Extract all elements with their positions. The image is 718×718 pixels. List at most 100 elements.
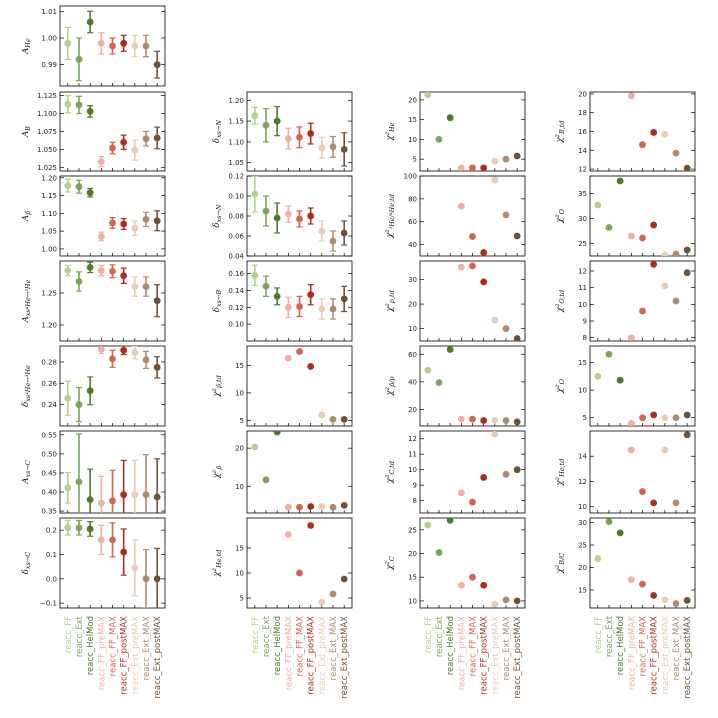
panel-frame xyxy=(589,345,696,427)
data-point xyxy=(153,134,161,142)
data-point xyxy=(469,262,476,270)
data-point xyxy=(340,415,348,423)
category-label: reacc_Ext_MAX xyxy=(672,616,682,680)
panel-frame xyxy=(589,91,696,172)
category-label: reacc_FF_MAX xyxy=(639,616,649,677)
category-label: reacc_Ext_MAX xyxy=(142,616,152,680)
data-point xyxy=(142,575,150,583)
data-point xyxy=(639,580,646,588)
y-axis-label: χ²He,td xyxy=(212,550,223,578)
data-point xyxy=(273,431,281,436)
category-label: reacc_Ext xyxy=(75,615,85,657)
data-point xyxy=(491,176,499,184)
series-points xyxy=(424,518,521,608)
y-tick-label: 60 xyxy=(408,351,417,359)
category-label: reacc_Ext_MAX xyxy=(502,616,512,680)
y-tick-label: 0.1 xyxy=(46,551,57,559)
category-label: reacc_Ext xyxy=(605,615,615,657)
data-point xyxy=(639,414,646,422)
data-point xyxy=(480,164,488,171)
data-point xyxy=(153,61,161,69)
y-tick-label: 1.20 xyxy=(41,174,57,182)
category-label: reacc_FF xyxy=(64,616,74,653)
data-point xyxy=(513,152,521,160)
y-tick-label: 12 xyxy=(578,268,587,276)
data-point xyxy=(97,267,105,274)
data-point xyxy=(605,350,613,358)
data-point xyxy=(86,496,94,504)
series-points xyxy=(64,433,161,513)
data-point xyxy=(594,555,602,562)
category-label: reacc_Ext_postMAX xyxy=(340,616,350,699)
category-label: reacc_Ext xyxy=(435,615,445,657)
panel-28: 15 20 25 30 χ²B/C reacc_FF reacc_Ext reacc_HelM… xyxy=(555,517,696,699)
panel-9: 1.05 1.10 1.15 1.20 δxs→N xyxy=(212,91,353,172)
category-label: reacc_Ext_MAX xyxy=(329,616,339,680)
y-tick-label: 20 xyxy=(408,301,417,309)
data-point xyxy=(75,101,83,109)
y-tick-label: 15 xyxy=(578,587,587,595)
category-label: reacc_FF_preMAX xyxy=(284,616,294,690)
panel-5: 0.24 0.26 0.28 δxs⁴He→³He xyxy=(21,345,166,427)
panel-27: 10 12 14 χ²He,td xyxy=(555,430,696,514)
data-point xyxy=(75,183,83,191)
series-points xyxy=(64,178,161,242)
series-points xyxy=(457,262,521,341)
y-tick-label: 1.00 xyxy=(41,35,57,43)
y-tick-label: 1.25 xyxy=(41,290,57,298)
data-point xyxy=(480,249,488,256)
data-point xyxy=(153,493,161,501)
category-label: reacc_FF_preMAX xyxy=(457,616,467,690)
data-point xyxy=(307,212,315,220)
category-label: reacc_FF_MAX xyxy=(109,616,119,677)
series-points xyxy=(594,518,691,607)
data-point xyxy=(296,503,303,511)
data-point xyxy=(446,518,454,524)
data-point xyxy=(594,372,602,380)
data-point xyxy=(683,411,691,419)
y-tick-label: 9 xyxy=(413,482,417,490)
y-tick-label: 15 xyxy=(408,116,417,124)
category-label: reacc_Ext xyxy=(262,615,272,657)
data-point xyxy=(480,278,488,286)
data-point xyxy=(424,366,432,374)
y-tick-label: 10 xyxy=(578,387,587,395)
data-point xyxy=(307,522,315,529)
y-tick-label: 0.04 xyxy=(228,253,244,261)
data-point xyxy=(340,295,348,303)
data-point xyxy=(672,297,680,305)
y-tick-label: 11 xyxy=(408,451,417,459)
data-point xyxy=(639,307,646,315)
data-point xyxy=(502,596,510,604)
data-point xyxy=(661,414,669,422)
series-points xyxy=(284,348,348,423)
data-point xyxy=(131,564,139,572)
data-point xyxy=(457,489,465,497)
data-point xyxy=(153,363,161,371)
y-tick-label: 10 xyxy=(578,301,587,309)
y-tick-label: 10 xyxy=(408,325,417,333)
category-label: reacc_FF_preMAX xyxy=(627,616,637,690)
data-point xyxy=(683,164,691,171)
y-tick-label: 25 xyxy=(578,542,587,550)
data-point xyxy=(513,335,521,341)
category-label: reacc_FF_MAX xyxy=(296,616,306,677)
data-point xyxy=(97,233,105,240)
data-point xyxy=(131,491,139,499)
y-tick-label: 15 xyxy=(235,545,244,553)
category-label: reacc_FF xyxy=(594,616,604,653)
category-label: reacc_HelMod xyxy=(273,616,283,675)
y-tick-label: 1.075 xyxy=(37,128,57,136)
data-point xyxy=(86,525,94,533)
data-point xyxy=(513,418,521,426)
y-axis-label: Axs→C xyxy=(21,460,32,485)
y-tick-label: 0.12 xyxy=(228,304,244,312)
y-axis-label: χ²B,td xyxy=(555,120,566,143)
data-point xyxy=(109,219,116,227)
data-point xyxy=(109,497,116,505)
data-point xyxy=(627,446,635,454)
panel-frame xyxy=(419,175,526,257)
data-point xyxy=(318,503,326,510)
data-point xyxy=(64,100,72,108)
panel-25: 8 9 10 11 12 χ²O,td xyxy=(555,260,696,342)
